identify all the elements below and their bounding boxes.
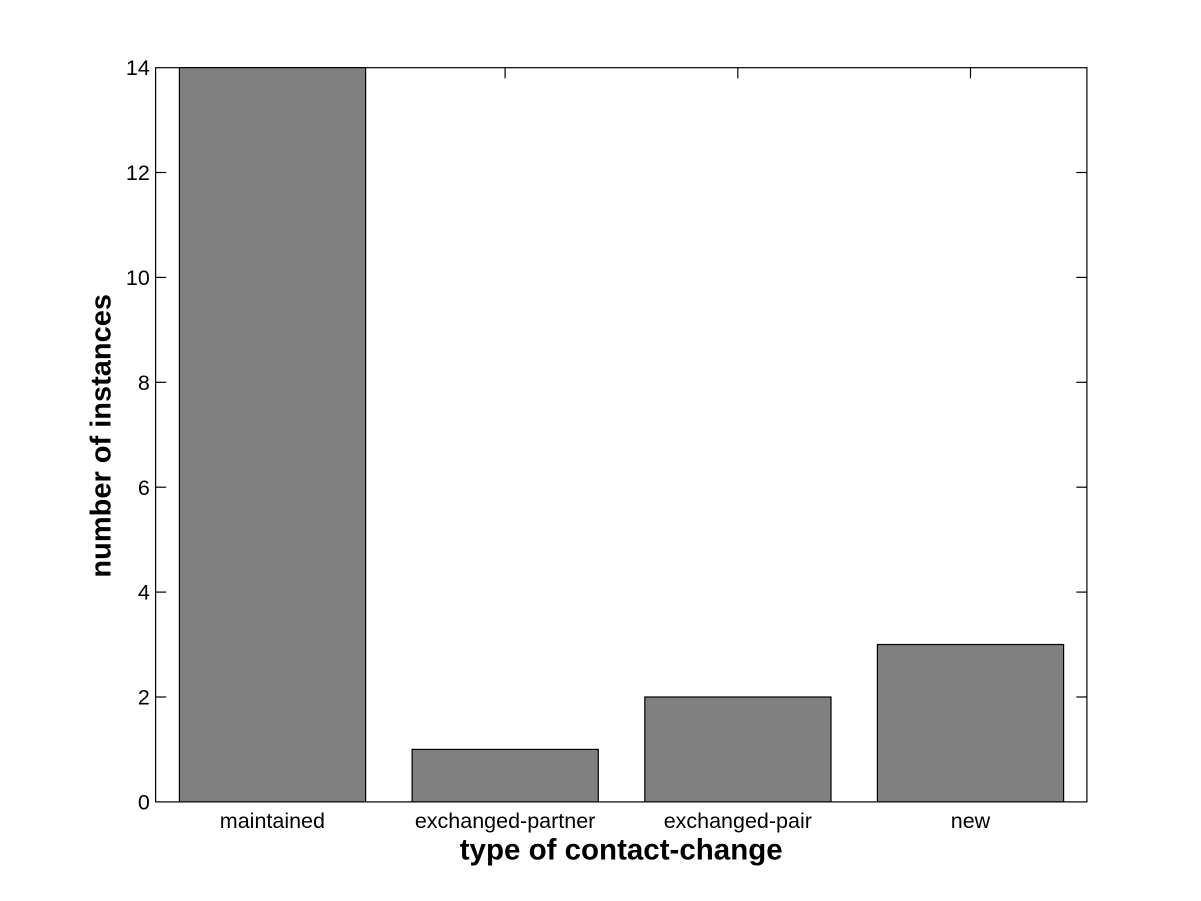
svg-text:exchanged-partner: exchanged-partner bbox=[415, 809, 595, 833]
svg-text:number of instances: number of instances bbox=[86, 294, 118, 578]
svg-text:maintained: maintained bbox=[220, 809, 325, 833]
svg-text:8: 8 bbox=[138, 371, 150, 395]
svg-text:exchanged-pair: exchanged-pair bbox=[664, 809, 812, 833]
svg-text:type of contact-change: type of contact-change bbox=[460, 834, 783, 867]
svg-text:10: 10 bbox=[126, 266, 150, 290]
svg-text:4: 4 bbox=[138, 581, 150, 605]
svg-text:14: 14 bbox=[126, 56, 150, 80]
svg-text:new: new bbox=[951, 809, 991, 833]
svg-text:0: 0 bbox=[138, 791, 150, 815]
svg-text:12: 12 bbox=[126, 161, 150, 185]
svg-text:6: 6 bbox=[138, 476, 150, 500]
svg-text:2: 2 bbox=[138, 686, 150, 710]
